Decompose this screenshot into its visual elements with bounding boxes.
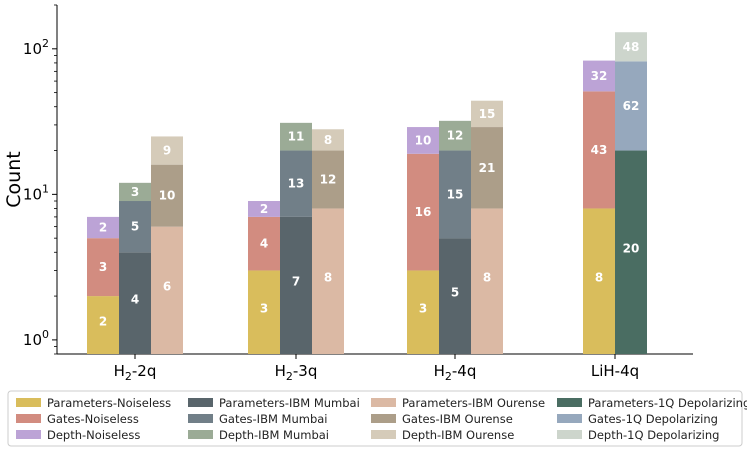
bar-value-label: 7 xyxy=(292,275,300,289)
legend-label: Gates-IBM Ourense xyxy=(402,412,513,426)
bar-value-label: 32 xyxy=(591,69,608,83)
bar-segment-parameters xyxy=(471,208,503,354)
bar-value-label: 48 xyxy=(623,40,640,54)
legend-swatch xyxy=(371,414,396,423)
bar-value-label: 4 xyxy=(260,237,268,251)
legend-swatch xyxy=(16,430,41,439)
y-tick-label: 100 xyxy=(23,328,49,349)
bar-value-label: 43 xyxy=(591,143,608,157)
legend-swatch xyxy=(16,414,41,423)
bar-value-label: 3 xyxy=(260,302,268,316)
bar-value-label: 12 xyxy=(447,129,464,143)
bar-segment-parameters xyxy=(87,296,119,354)
bar-value-label: 9 xyxy=(163,144,171,158)
bar-segment-gates xyxy=(439,150,471,239)
legend-swatch xyxy=(557,398,582,407)
legend-label: Parameters-IBM Mumbai xyxy=(219,396,360,410)
legend-label: Gates-1Q Depolarizing xyxy=(588,412,718,426)
legend-label: Parameters-Noiseless xyxy=(47,396,171,410)
bar-value-label: 20 xyxy=(623,242,640,256)
bar-value-label: 16 xyxy=(415,205,432,219)
legend-label: Depth-IBM Mumbai xyxy=(219,428,329,442)
legend-swatch xyxy=(557,430,582,439)
legend-swatch xyxy=(371,398,396,407)
bar-value-label: 6 xyxy=(163,280,171,294)
legend-swatch xyxy=(188,398,213,407)
x-tick-label: H2-4q xyxy=(434,362,477,383)
bar-value-label: 4 xyxy=(131,292,139,306)
bar-segment-gates xyxy=(471,127,503,209)
bar-segment-parameters xyxy=(312,208,344,354)
bar-value-label: 21 xyxy=(479,161,496,175)
legend-label: Parameters-IBM Ourense xyxy=(402,396,545,410)
bar-value-label: 5 xyxy=(451,285,459,299)
legend-label: Gates-IBM Mumbai xyxy=(219,412,328,426)
bar-value-label: 15 xyxy=(479,107,496,121)
bar-value-label: 8 xyxy=(324,271,332,285)
legend-swatch xyxy=(371,430,396,439)
y-tick-label: 101 xyxy=(23,182,49,203)
bar-segment-depth xyxy=(615,32,647,62)
bar-segment-gates xyxy=(280,150,312,217)
bar-segment-parameters xyxy=(151,226,183,354)
bar-value-label: 3 xyxy=(99,260,107,274)
bar-value-label: 8 xyxy=(483,271,491,285)
bar-segment-gates xyxy=(407,153,439,271)
legend-swatch xyxy=(16,398,41,407)
bar-segment-depth xyxy=(407,127,439,154)
bar-value-label: 5 xyxy=(131,220,139,234)
bar-segment-parameters xyxy=(407,270,439,354)
legend-label: Depth-Noiseless xyxy=(47,428,140,442)
legend-swatch xyxy=(557,414,582,423)
y-tick-label: 102 xyxy=(23,37,49,58)
bar-value-label: 10 xyxy=(159,189,176,203)
legend-swatch xyxy=(188,430,213,439)
legend-swatch xyxy=(188,414,213,423)
x-tick-label: H2-3q xyxy=(275,362,318,383)
bar-segment-parameters xyxy=(439,238,471,354)
bar-segment-gates xyxy=(151,164,183,227)
bar-segment-gates xyxy=(248,216,280,271)
legend-label: Gates-Noiseless xyxy=(47,412,139,426)
bar-segment-depth xyxy=(119,182,151,202)
bar-value-label: 12 xyxy=(320,173,337,187)
bar-value-label: 3 xyxy=(131,185,139,199)
bar-segment-parameters xyxy=(615,150,647,354)
bar-segment-gates xyxy=(312,150,344,209)
bar-segment-gates xyxy=(615,61,647,151)
bar-value-label: 8 xyxy=(595,271,603,285)
x-tick-label: H2-2q xyxy=(114,362,157,383)
bar-segment-gates xyxy=(119,201,151,253)
bar-segment-depth xyxy=(280,122,312,151)
legend-label: Parameters-1Q Depolarizing xyxy=(588,396,747,410)
bar-segment-parameters xyxy=(583,208,615,354)
bar-value-label: 11 xyxy=(288,130,305,144)
bar-segment-depth xyxy=(471,100,503,128)
x-tick-label: LiH-4q xyxy=(591,362,639,380)
legend-label: Depth-1Q Depolarizing xyxy=(588,428,719,442)
legend-label: Depth-IBM Ourense xyxy=(402,428,514,442)
bar-segment-parameters xyxy=(248,270,280,354)
bar-segment-depth xyxy=(439,120,471,151)
bar-segment-gates xyxy=(583,91,615,209)
bar-segment-depth xyxy=(87,216,119,239)
bar-segment-depth xyxy=(248,201,280,217)
y-axis-title: Count xyxy=(3,151,25,207)
bar-value-label: 62 xyxy=(623,99,640,113)
bar-segment-depth xyxy=(312,129,344,151)
bar-value-label: 3 xyxy=(419,302,427,316)
bar-segment-depth xyxy=(583,60,615,92)
bar-segment-gates xyxy=(87,238,119,297)
bar-segment-depth xyxy=(151,136,183,165)
bar-value-label: 2 xyxy=(260,202,268,216)
bar-segment-parameters xyxy=(280,216,312,354)
bar-segment-parameters xyxy=(119,252,151,354)
bar-value-label: 13 xyxy=(288,177,305,191)
bar-value-label: 2 xyxy=(99,314,107,328)
bar-value-label: 15 xyxy=(447,187,464,201)
bar-value-label: 8 xyxy=(324,133,332,147)
bar-value-label: 10 xyxy=(415,133,432,147)
bar-value-label: 2 xyxy=(99,221,107,235)
